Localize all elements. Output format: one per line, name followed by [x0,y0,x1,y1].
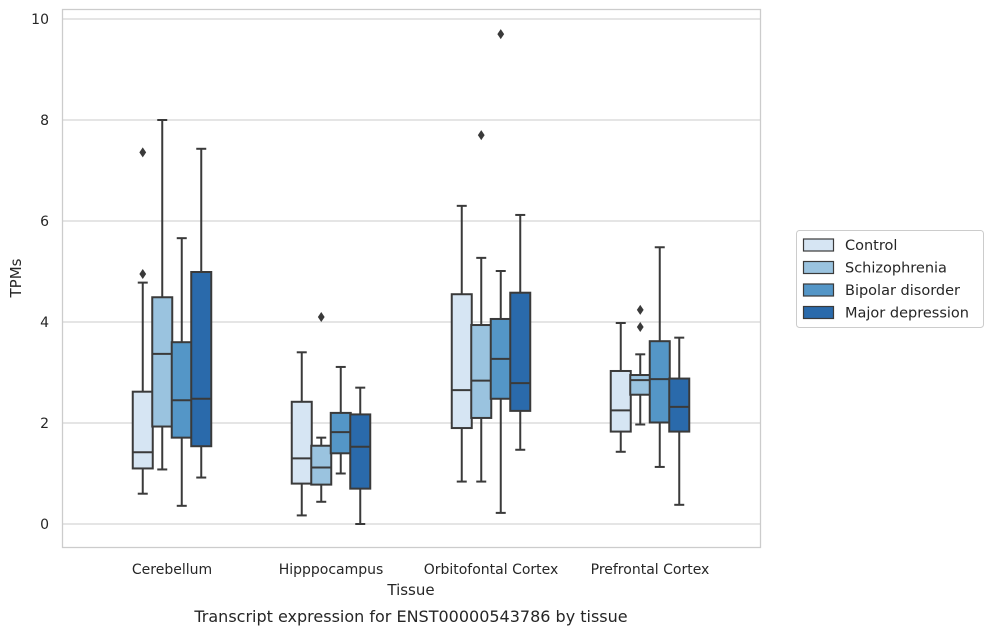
y-tick-label: 2 [40,416,49,432]
plot-frame [61,8,762,549]
outlier-point [139,269,147,280]
x-tick-label: Cerebellum [132,562,212,578]
box-group [509,213,532,451]
y-tick-label: 4 [40,315,49,331]
box-group [648,246,671,468]
box [450,293,473,430]
legend-swatch [802,260,835,275]
box [329,411,352,455]
x-tick-label: Orbitofontal Cortex [424,562,559,578]
y-axis-label: TPMs [7,258,25,298]
box-group [668,336,691,506]
box-group [310,311,333,503]
box [609,369,632,433]
x-tick-label: Prefrontal Cortex [591,562,710,578]
outlier-point [139,147,147,158]
grid-layer [62,18,761,525]
box [509,291,532,412]
box-group [151,119,174,471]
box-group [450,204,473,483]
box-group [470,130,493,483]
legend-label: Schizophrenia [845,261,947,277]
box-group [290,351,313,517]
box-group [131,147,154,495]
box [470,324,493,419]
box-group [609,322,632,453]
legend-label: Bipolar disorder [845,283,960,299]
box [629,374,652,396]
box [170,341,193,439]
legend-swatch [802,238,835,252]
box [349,413,372,490]
box [310,444,333,486]
box-group [629,304,652,426]
box-group [329,365,352,475]
box-group [170,237,193,507]
box [190,271,213,448]
x-tick-labels: Cerebellum Hipppocampus Orbitofontal Corte… [132,562,709,578]
outlier-point [636,304,644,315]
outlier-point [636,322,644,333]
legend-swatch [802,305,835,320]
y-tick-labels: 0 2 4 6 8 10 [31,12,49,533]
legend: Control Schizophrenia Bipolar disorder Majo… [796,230,984,328]
legend-frame [796,230,984,328]
box [151,296,174,428]
legend-items: Control Schizophrenia Bipolar disorder Majo… [802,238,969,322]
box-layer [131,29,691,525]
box-group [349,386,372,525]
y-tick-label: 8 [40,113,49,129]
box-group [489,29,512,514]
x-axis-label: Tissue [386,581,434,599]
outlier-point [477,130,485,141]
y-tick-label: 10 [31,12,49,28]
legend-swatch [802,283,835,297]
chart-caption: Transcript expression for ENST0000054378… [193,607,627,626]
y-tick-label: 6 [40,214,49,230]
legend-label: Major depression [845,306,969,322]
y-tick-label: 0 [40,517,49,533]
legend-label: Control [845,238,897,254]
box [290,400,313,485]
x-tick-label: Hipppocampus [279,562,384,578]
outlier-point [317,311,325,322]
box-group [190,147,213,479]
box [648,340,671,424]
box [131,390,154,470]
box [668,377,691,433]
outlier-point [497,29,505,40]
